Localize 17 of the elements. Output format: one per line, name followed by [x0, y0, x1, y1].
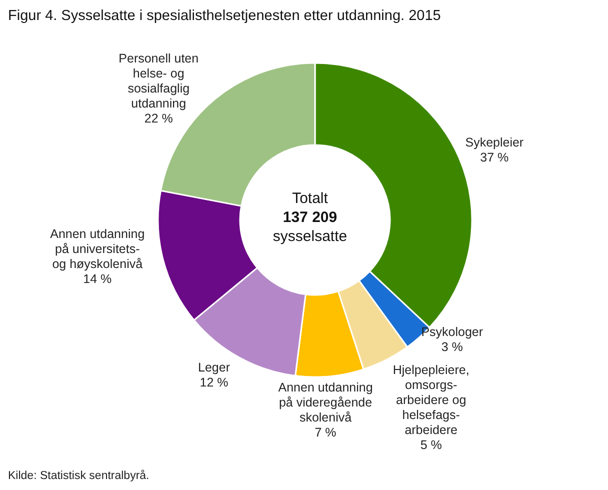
slice-label: Annen utdanning på videregående skolenivå — [278, 380, 373, 424]
slice-label: Sykepleier — [465, 135, 524, 150]
data-label: 12 % — [200, 376, 228, 390]
slice-label: Personell uten helse- og sosialfaglig utdanning — [118, 51, 199, 110]
data-label: 7 % — [314, 425, 336, 440]
slice-label: Hjelpepleiere, omsorgs- arbeidere og helsefags- arbeidere — [392, 363, 470, 438]
data-label: 3 % — [441, 340, 463, 354]
slice-label: Leger — [198, 360, 230, 375]
slice-label: Annen utdanning på universitets- og høyskolenivå — [50, 227, 145, 272]
chart-title: Figur 4. Sysselsatte i spesialisthelsetjenesten etter utdanning. 2015 — [8, 8, 442, 24]
text: Totalt 137 209 sysselsatte — [272, 190, 348, 245]
data-label: 5 % — [420, 438, 442, 452]
data-label: 22 % — [144, 111, 173, 126]
data-label: 37 % — [480, 150, 509, 164]
slice-label: Psykologer — [421, 324, 484, 339]
data-label: 14 % — [83, 272, 112, 286]
text: Kilde: Statistisk sentralbyrå. — [8, 470, 150, 482]
